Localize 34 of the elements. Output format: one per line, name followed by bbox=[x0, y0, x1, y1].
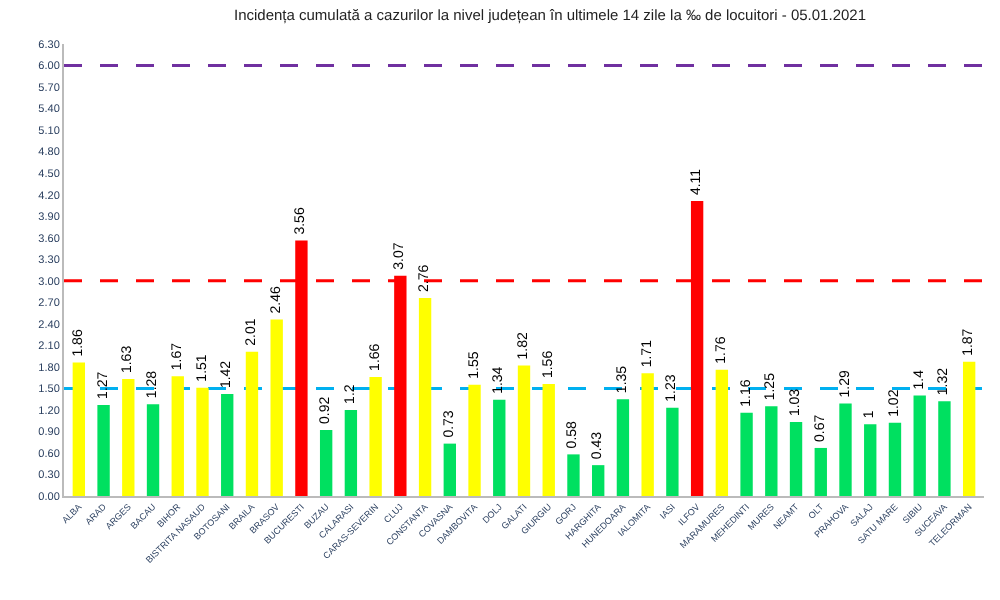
bar bbox=[789, 422, 803, 496]
bar bbox=[814, 447, 827, 496]
bar bbox=[567, 454, 580, 496]
bar bbox=[938, 401, 951, 496]
bar bbox=[839, 403, 852, 496]
bar bbox=[913, 395, 926, 496]
bar bbox=[666, 407, 679, 496]
bar bbox=[888, 422, 902, 496]
bar bbox=[641, 373, 654, 496]
bar bbox=[962, 361, 976, 496]
bar bbox=[765, 406, 778, 496]
bar bbox=[616, 399, 630, 496]
bar bbox=[270, 319, 283, 496]
bar bbox=[468, 384, 481, 496]
bar bbox=[493, 399, 506, 496]
bar bbox=[517, 365, 531, 496]
bar bbox=[740, 412, 753, 496]
bar bbox=[221, 394, 234, 496]
bar bbox=[542, 384, 555, 496]
bar bbox=[369, 376, 382, 496]
bar bbox=[319, 430, 333, 496]
bar bbox=[146, 404, 160, 496]
bar bbox=[443, 443, 456, 496]
bar bbox=[196, 387, 209, 496]
bar bbox=[418, 297, 432, 496]
bar bbox=[72, 362, 86, 496]
bar bbox=[864, 424, 877, 496]
bar bbox=[245, 351, 259, 496]
bar bbox=[122, 379, 135, 496]
bar bbox=[592, 465, 605, 496]
bar bbox=[715, 369, 729, 496]
bar bbox=[344, 409, 358, 496]
bar bbox=[171, 376, 184, 496]
bar bbox=[97, 404, 110, 496]
